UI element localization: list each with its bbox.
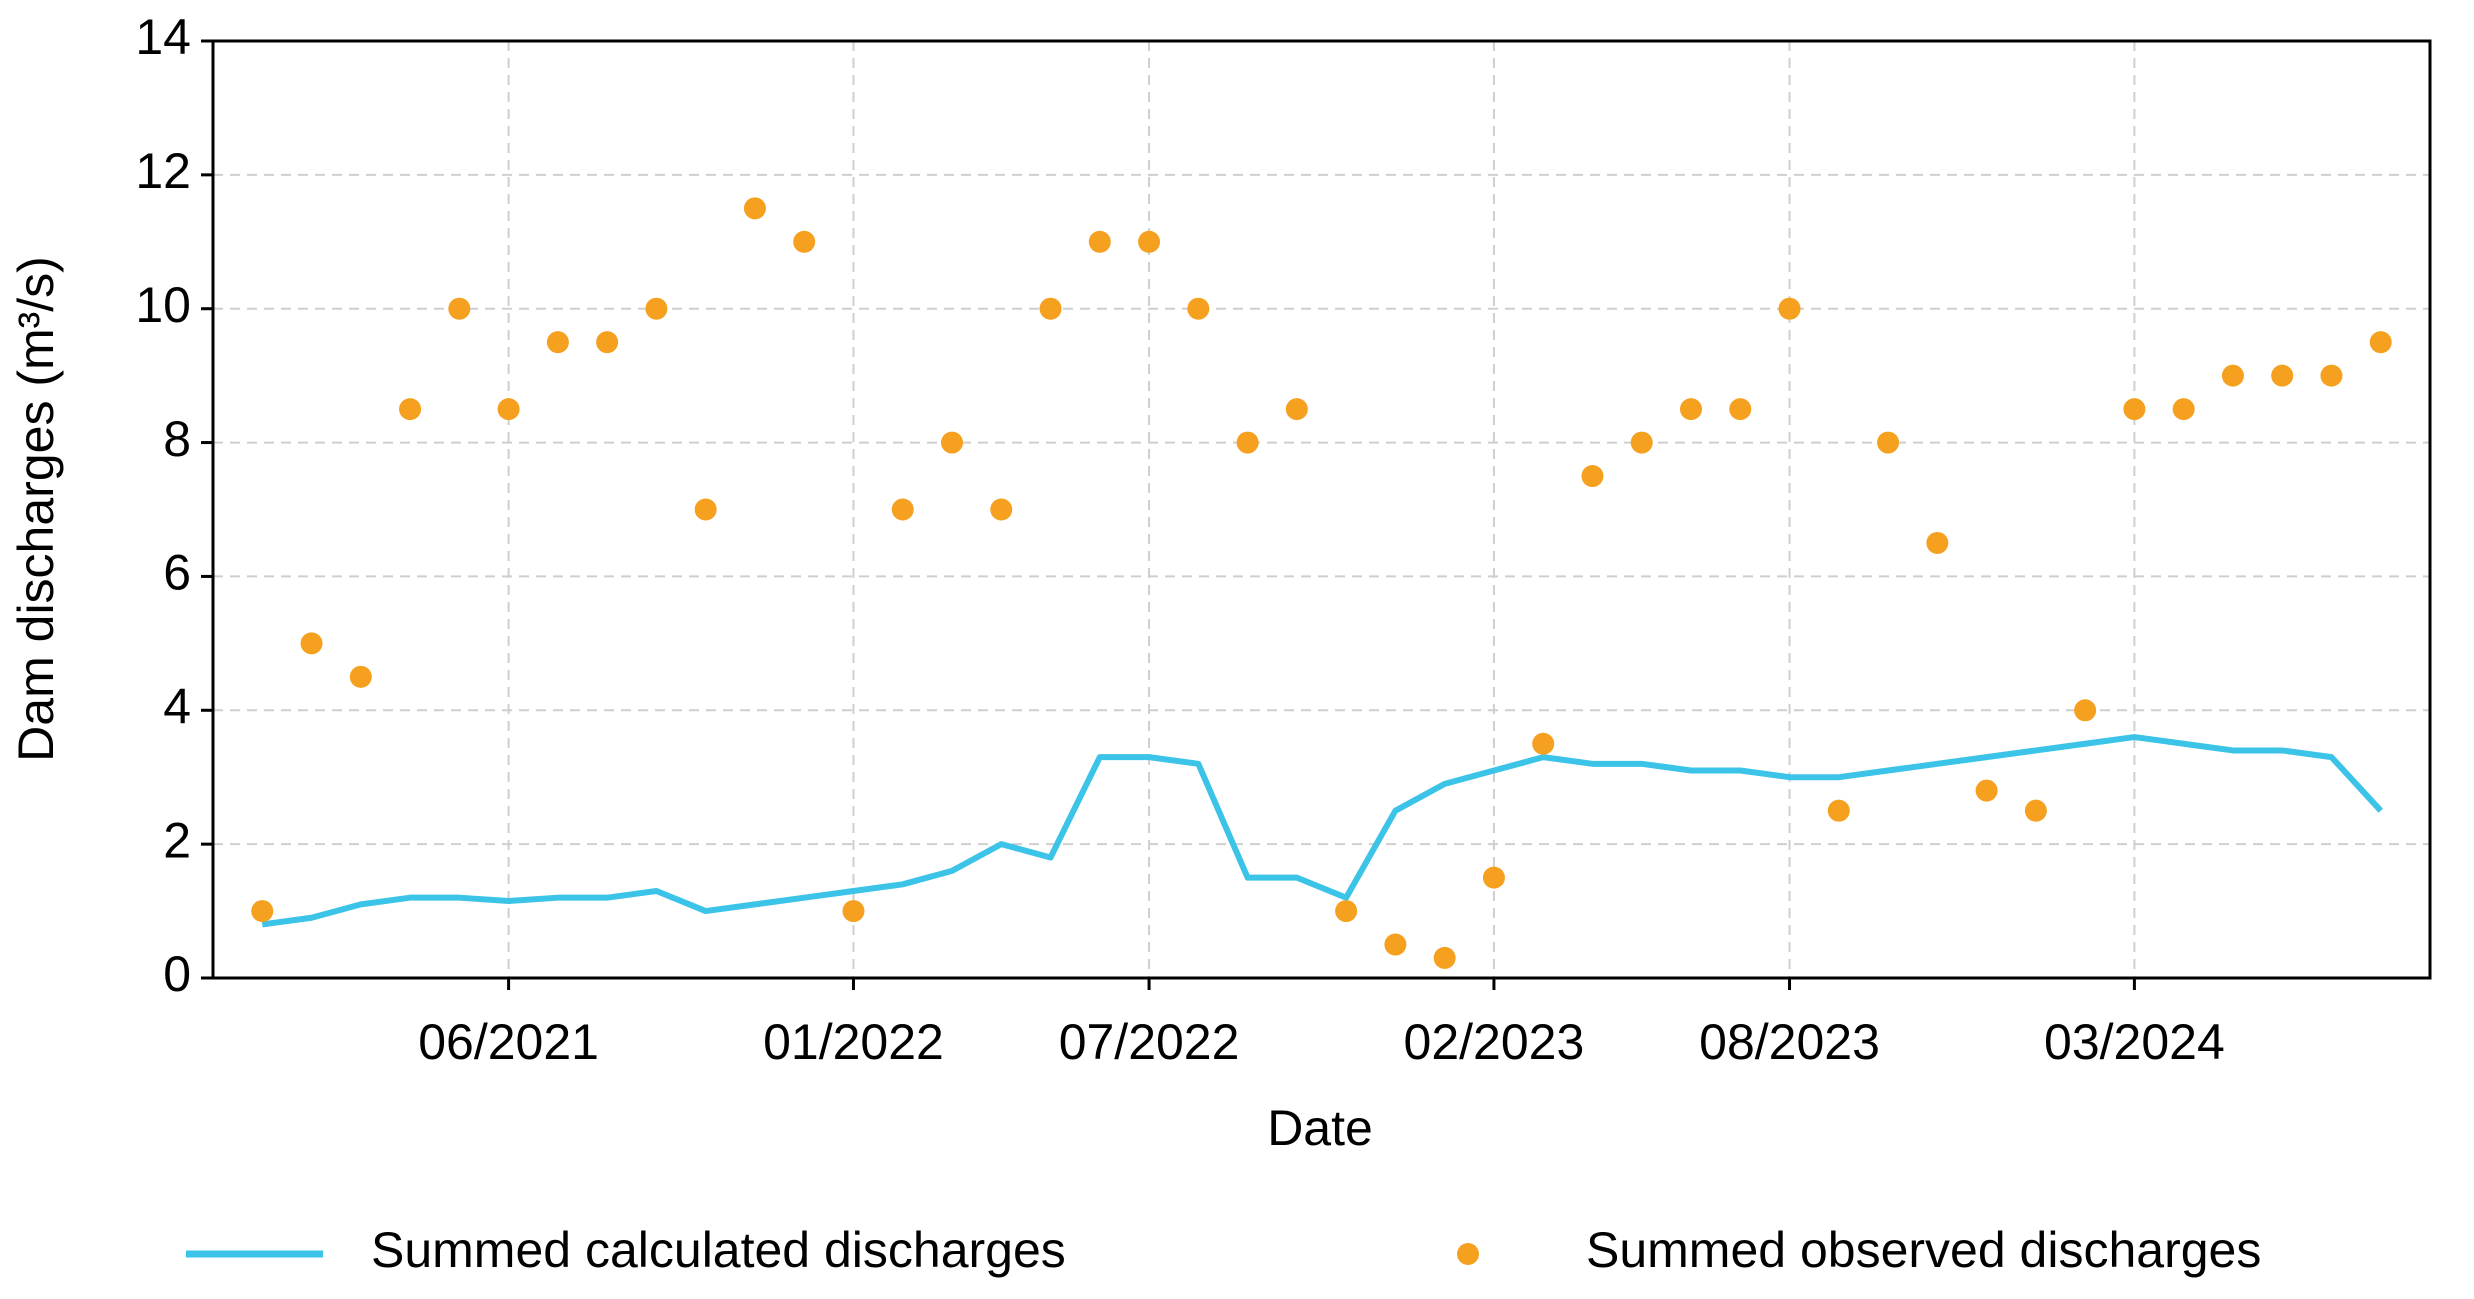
y-tick-label: 2 <box>163 812 191 868</box>
data-point <box>2172 398 2195 421</box>
data-point <box>1236 431 1259 454</box>
legend-label: Summed calculated discharges <box>371 1222 1066 1278</box>
data-point <box>1482 866 1505 889</box>
y-tick-label: 4 <box>163 678 191 734</box>
data-point <box>2123 398 2146 421</box>
data-point <box>793 230 816 253</box>
data-point <box>251 900 274 923</box>
data-point <box>1975 779 1998 802</box>
data-point <box>645 297 668 320</box>
y-tick-label: 8 <box>163 411 191 467</box>
x-tick-label: 02/2023 <box>1404 1014 1585 1070</box>
legend-dot <box>1457 1243 1479 1265</box>
x-axis-label: Date <box>1267 1100 1373 1156</box>
data-point <box>1433 946 1456 969</box>
y-axis-label: Dam discharges (m³/s) <box>8 256 64 762</box>
y-tick-label: 0 <box>163 946 191 1002</box>
data-point <box>1778 297 1801 320</box>
x-tick-label: 08/2023 <box>1699 1014 1880 1070</box>
data-point <box>2271 364 2294 387</box>
data-point <box>546 331 569 354</box>
x-tick-label: 07/2022 <box>1059 1014 1240 1070</box>
legend-label: Summed observed discharges <box>1586 1222 2261 1278</box>
plot-frame <box>211 39 2432 980</box>
data-point <box>1088 230 1111 253</box>
data-point <box>2074 699 2097 722</box>
data-point <box>300 632 323 655</box>
data-point <box>941 431 963 454</box>
data-point <box>1827 799 1850 822</box>
data-point <box>2221 364 2244 387</box>
y-tick-label: 14 <box>135 9 191 65</box>
data-point <box>891 498 914 521</box>
data-point <box>743 197 766 220</box>
data-point <box>2024 799 2047 822</box>
data-point <box>1729 398 1752 421</box>
data-point <box>2369 331 2392 354</box>
data-point <box>399 398 422 421</box>
data-point <box>842 900 865 923</box>
x-tick-label: 01/2022 <box>763 1014 944 1070</box>
data-point <box>1877 431 1900 454</box>
data-point <box>1138 230 1161 253</box>
data-point <box>1384 933 1407 956</box>
data-point <box>1680 398 1702 421</box>
data-point <box>1532 732 1555 755</box>
data-line <box>261 734 2383 928</box>
y-tick-label: 12 <box>135 143 191 199</box>
x-tick-label: 06/2021 <box>418 1014 599 1070</box>
data-point <box>349 665 372 688</box>
data-point <box>448 297 471 320</box>
data-point <box>497 398 520 421</box>
data-point <box>2320 364 2343 387</box>
y-tick-label: 10 <box>135 277 191 333</box>
data-point <box>1335 900 1358 923</box>
data-point <box>1926 531 1949 554</box>
x-tick-label: 03/2024 <box>2044 1014 2225 1070</box>
data-point <box>1187 297 1210 320</box>
y-tick-label: 6 <box>163 545 191 601</box>
data-point <box>1285 398 1308 421</box>
data-point <box>596 331 619 354</box>
data-point <box>694 498 717 521</box>
data-point <box>990 498 1013 521</box>
data-point <box>1039 297 1062 320</box>
data-point <box>1630 431 1653 454</box>
data-point <box>1581 465 1604 488</box>
